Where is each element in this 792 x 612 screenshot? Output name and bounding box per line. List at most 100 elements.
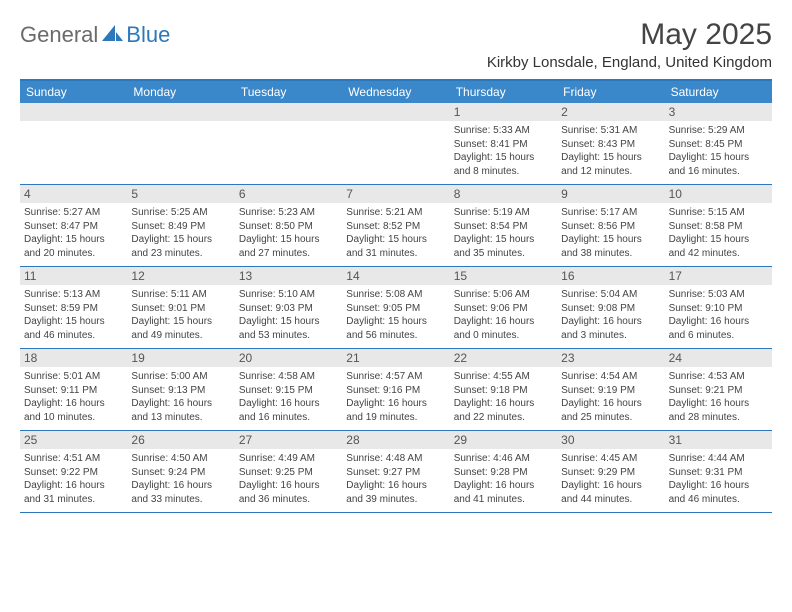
sunset-text: Sunset: 9:03 PM <box>239 302 338 316</box>
title-block: May 2025 Kirkby Lonsdale, England, Unite… <box>487 18 772 71</box>
sunrise-text: Sunrise: 5:29 AM <box>669 124 768 138</box>
daylight-text-2: and 27 minutes. <box>239 247 338 261</box>
day-cell: 5Sunrise: 5:25 AMSunset: 8:49 PMDaylight… <box>127 185 234 266</box>
sunset-text: Sunset: 8:41 PM <box>454 138 553 152</box>
daylight-text-1: Daylight: 16 hours <box>454 397 553 411</box>
sunset-text: Sunset: 9:28 PM <box>454 466 553 480</box>
date-number: 12 <box>127 267 234 285</box>
day-cell: 13Sunrise: 5:10 AMSunset: 9:03 PMDayligh… <box>235 267 342 348</box>
week-row: 1Sunrise: 5:33 AMSunset: 8:41 PMDaylight… <box>20 103 772 185</box>
sunrise-text: Sunrise: 4:49 AM <box>239 452 338 466</box>
daylight-text-2: and 46 minutes. <box>669 493 768 507</box>
day-detail: Sunrise: 4:46 AMSunset: 9:28 PMDaylight:… <box>454 452 553 506</box>
page-header: General Blue May 2025 Kirkby Lonsdale, E… <box>20 18 772 71</box>
day-cell: 17Sunrise: 5:03 AMSunset: 9:10 PMDayligh… <box>665 267 772 348</box>
day-header: Monday <box>127 81 234 103</box>
daylight-text-1: Daylight: 16 hours <box>561 315 660 329</box>
day-cell: 4Sunrise: 5:27 AMSunset: 8:47 PMDaylight… <box>20 185 127 266</box>
daylight-text-2: and 16 minutes. <box>669 165 768 179</box>
calendar: SundayMondayTuesdayWednesdayThursdayFrid… <box>20 79 772 513</box>
daylight-text-1: Daylight: 16 hours <box>346 479 445 493</box>
day-header: Sunday <box>20 81 127 103</box>
daylight-text-1: Daylight: 15 hours <box>131 315 230 329</box>
date-number: 30 <box>557 431 664 449</box>
day-detail: Sunrise: 4:50 AMSunset: 9:24 PMDaylight:… <box>131 452 230 506</box>
date-number: 1 <box>450 103 557 121</box>
daylight-text-2: and 36 minutes. <box>239 493 338 507</box>
daylight-text-1: Daylight: 15 hours <box>454 151 553 165</box>
sunrise-text: Sunrise: 5:03 AM <box>669 288 768 302</box>
daylight-text-1: Daylight: 15 hours <box>24 233 123 247</box>
sunset-text: Sunset: 8:59 PM <box>24 302 123 316</box>
daylight-text-1: Daylight: 16 hours <box>669 397 768 411</box>
sunset-text: Sunset: 9:15 PM <box>239 384 338 398</box>
daylight-text-1: Daylight: 16 hours <box>454 479 553 493</box>
daylight-text-2: and 6 minutes. <box>669 329 768 343</box>
daylight-text-1: Daylight: 16 hours <box>346 397 445 411</box>
empty-date <box>235 103 342 121</box>
date-number: 20 <box>235 349 342 367</box>
sunrise-text: Sunrise: 5:08 AM <box>346 288 445 302</box>
daylight-text-2: and 39 minutes. <box>346 493 445 507</box>
month-title: May 2025 <box>487 18 772 52</box>
sunset-text: Sunset: 9:21 PM <box>669 384 768 398</box>
sunset-text: Sunset: 9:06 PM <box>454 302 553 316</box>
date-number: 9 <box>557 185 664 203</box>
daylight-text-1: Daylight: 15 hours <box>561 151 660 165</box>
daylight-text-1: Daylight: 15 hours <box>346 315 445 329</box>
day-detail: Sunrise: 5:27 AMSunset: 8:47 PMDaylight:… <box>24 206 123 260</box>
daylight-text-1: Daylight: 15 hours <box>131 233 230 247</box>
day-detail: Sunrise: 5:01 AMSunset: 9:11 PMDaylight:… <box>24 370 123 424</box>
week-row: 11 Sunrise: 5:13 AMSunset: 8:59 PM Dayligh… <box>20 267 772 349</box>
daylight-text-2: and 31 minutes. <box>24 493 123 507</box>
day-cell <box>342 103 449 184</box>
daylight-text-2: and 16 minutes. <box>239 411 338 425</box>
date-number: 3 <box>665 103 772 121</box>
sunrise-text: Sunrise: 5:25 AM <box>131 206 230 220</box>
day-detail: Sunrise: 4:55 AMSunset: 9:18 PMDaylight:… <box>454 370 553 424</box>
daylight-text-2: and 38 minutes. <box>561 247 660 261</box>
day-cell: 31Sunrise: 4:44 AMSunset: 9:31 PMDayligh… <box>665 431 772 512</box>
day-detail: Sunrise: 5:21 AMSunset: 8:52 PMDaylight:… <box>346 206 445 260</box>
date-number: 31 <box>665 431 772 449</box>
day-detail: Sunrise: 4:49 AMSunset: 9:25 PMDaylight:… <box>239 452 338 506</box>
logo-text-blue: Blue <box>126 22 170 48</box>
sunrise-text: Sunrise: 5:13 AM <box>24 288 123 302</box>
sunset-text: Sunset: 8:56 PM <box>561 220 660 234</box>
day-detail: Sunrise: 4:54 AMSunset: 9:19 PMDaylight:… <box>561 370 660 424</box>
daylight-text-1: Daylight: 15 hours <box>669 233 768 247</box>
daylight-text-1: Daylight: 16 hours <box>561 397 660 411</box>
day-cell: 23Sunrise: 4:54 AMSunset: 9:19 PMDayligh… <box>557 349 664 430</box>
date-number: 14 <box>342 267 449 285</box>
date-number: 11 <box>20 267 127 285</box>
logo: General Blue <box>20 18 170 48</box>
logo-sail-icon <box>102 23 124 48</box>
daylight-text-2: and 19 minutes. <box>346 411 445 425</box>
day-cell: 1Sunrise: 5:33 AMSunset: 8:41 PMDaylight… <box>450 103 557 184</box>
day-header: Saturday <box>665 81 772 103</box>
sunset-text: Sunset: 9:25 PM <box>239 466 338 480</box>
day-detail: Sunrise: 4:58 AMSunset: 9:15 PMDaylight:… <box>239 370 338 424</box>
week-row: 18Sunrise: 5:01 AMSunset: 9:11 PMDayligh… <box>20 349 772 431</box>
daylight-text-1: Daylight: 15 hours <box>454 233 553 247</box>
day-cell: 27Sunrise: 4:49 AMSunset: 9:25 PMDayligh… <box>235 431 342 512</box>
sunrise-text: Sunrise: 4:48 AM <box>346 452 445 466</box>
sunset-text: Sunset: 9:13 PM <box>131 384 230 398</box>
sunset-text: Sunset: 9:19 PM <box>561 384 660 398</box>
day-cell: 10Sunrise: 5:15 AMSunset: 8:58 PMDayligh… <box>665 185 772 266</box>
day-cell: 8Sunrise: 5:19 AMSunset: 8:54 PMDaylight… <box>450 185 557 266</box>
daylight-text-1: Daylight: 16 hours <box>24 479 123 493</box>
sunrise-text: Sunrise: 4:51 AM <box>24 452 123 466</box>
empty-date <box>127 103 234 121</box>
date-number: 29 <box>450 431 557 449</box>
sunset-text: Sunset: 9:31 PM <box>669 466 768 480</box>
day-cell: 26Sunrise: 4:50 AMSunset: 9:24 PMDayligh… <box>127 431 234 512</box>
date-number: 19 <box>127 349 234 367</box>
sunrise-text: Sunrise: 5:11 AM <box>131 288 230 302</box>
sunset-text: Sunset: 8:58 PM <box>669 220 768 234</box>
date-number: 8 <box>450 185 557 203</box>
daylight-text-1: Daylight: 16 hours <box>24 397 123 411</box>
sunset-text: Sunset: 8:43 PM <box>561 138 660 152</box>
sunset-text: Sunset: 8:54 PM <box>454 220 553 234</box>
day-detail: Sunrise: 5:06 AMSunset: 9:06 PMDaylight:… <box>454 288 553 342</box>
